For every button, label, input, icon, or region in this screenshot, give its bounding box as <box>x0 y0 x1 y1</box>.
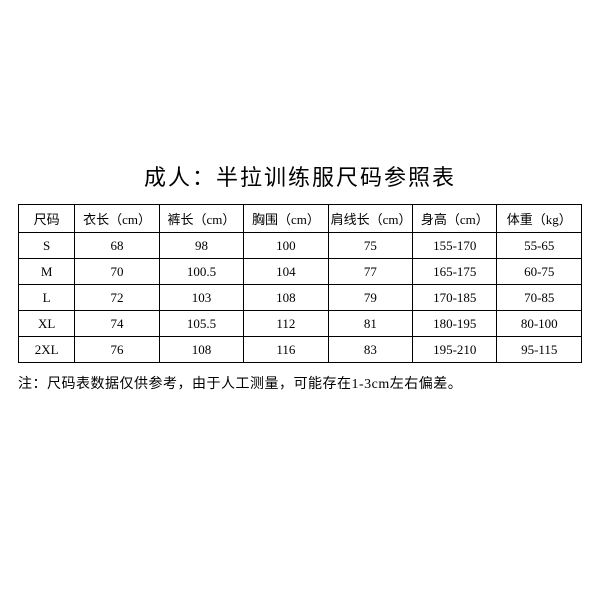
table-cell: 70-85 <box>497 285 582 311</box>
table-cell: 74 <box>75 311 159 337</box>
table-row: L7210310879170-18570-85 <box>19 285 582 311</box>
table-cell: 116 <box>244 337 328 363</box>
table-cell: 180-195 <box>413 311 497 337</box>
table-cell: 81 <box>328 311 412 337</box>
table-cell: 75 <box>328 233 412 259</box>
table-head: 尺码衣长（cm）裤长（cm）胸围（cm）肩线长（cm）身高（cm）体重（kg） <box>19 205 582 233</box>
table-header-row: 尺码衣长（cm）裤长（cm）胸围（cm）肩线长（cm）身高（cm）体重（kg） <box>19 205 582 233</box>
table-cell: L <box>19 285 75 311</box>
table-cell: S <box>19 233 75 259</box>
table-cell: 100.5 <box>159 259 243 285</box>
table-header-cell: 身高（cm） <box>413 205 497 233</box>
table-cell: 72 <box>75 285 159 311</box>
table-header-cell: 尺码 <box>19 205 75 233</box>
table-title: 成人：半拉训练服尺码参照表 <box>18 160 582 192</box>
table-cell: 70 <box>75 259 159 285</box>
table-cell: 79 <box>328 285 412 311</box>
table-header-cell: 胸围（cm） <box>244 205 328 233</box>
table-row: S689810075155-17055-65 <box>19 233 582 259</box>
page: 成人：半拉训练服尺码参照表 尺码衣长（cm）裤长（cm）胸围（cm）肩线长（cm… <box>0 0 600 600</box>
table-cell: 170-185 <box>413 285 497 311</box>
table-cell: 2XL <box>19 337 75 363</box>
table-header-cell: 体重（kg） <box>497 205 582 233</box>
table-cell: 112 <box>244 311 328 337</box>
table-header-cell: 肩线长（cm） <box>328 205 412 233</box>
table-header-cell: 衣长（cm） <box>75 205 159 233</box>
table-body: S689810075155-17055-65M70100.510477165-1… <box>19 233 582 363</box>
table-cell: 195-210 <box>413 337 497 363</box>
table-cell: 165-175 <box>413 259 497 285</box>
table-cell: 83 <box>328 337 412 363</box>
table-cell: 68 <box>75 233 159 259</box>
table-cell: M <box>19 259 75 285</box>
table-cell: 100 <box>244 233 328 259</box>
table-row: 2XL7610811683195-21095-115 <box>19 337 582 363</box>
table-cell: XL <box>19 311 75 337</box>
content-block: 成人：半拉训练服尺码参照表 尺码衣长（cm）裤长（cm）胸围（cm）肩线长（cm… <box>0 160 600 393</box>
table-cell: 108 <box>159 337 243 363</box>
table-cell: 108 <box>244 285 328 311</box>
table-cell: 103 <box>159 285 243 311</box>
footnote: 注：尺码表数据仅供参考，由于人工测量，可能存在1-3cm左右偏差。 <box>18 373 582 393</box>
table-cell: 98 <box>159 233 243 259</box>
table-cell: 80-100 <box>497 311 582 337</box>
table-row: M70100.510477165-17560-75 <box>19 259 582 285</box>
table-cell: 104 <box>244 259 328 285</box>
table-cell: 76 <box>75 337 159 363</box>
table-row: XL74105.511281180-19580-100 <box>19 311 582 337</box>
table-cell: 155-170 <box>413 233 497 259</box>
table-cell: 95-115 <box>497 337 582 363</box>
table-header-cell: 裤长（cm） <box>159 205 243 233</box>
table-cell: 60-75 <box>497 259 582 285</box>
table-cell: 105.5 <box>159 311 243 337</box>
size-chart-table: 尺码衣长（cm）裤长（cm）胸围（cm）肩线长（cm）身高（cm）体重（kg） … <box>18 204 582 363</box>
table-cell: 55-65 <box>497 233 582 259</box>
table-cell: 77 <box>328 259 412 285</box>
